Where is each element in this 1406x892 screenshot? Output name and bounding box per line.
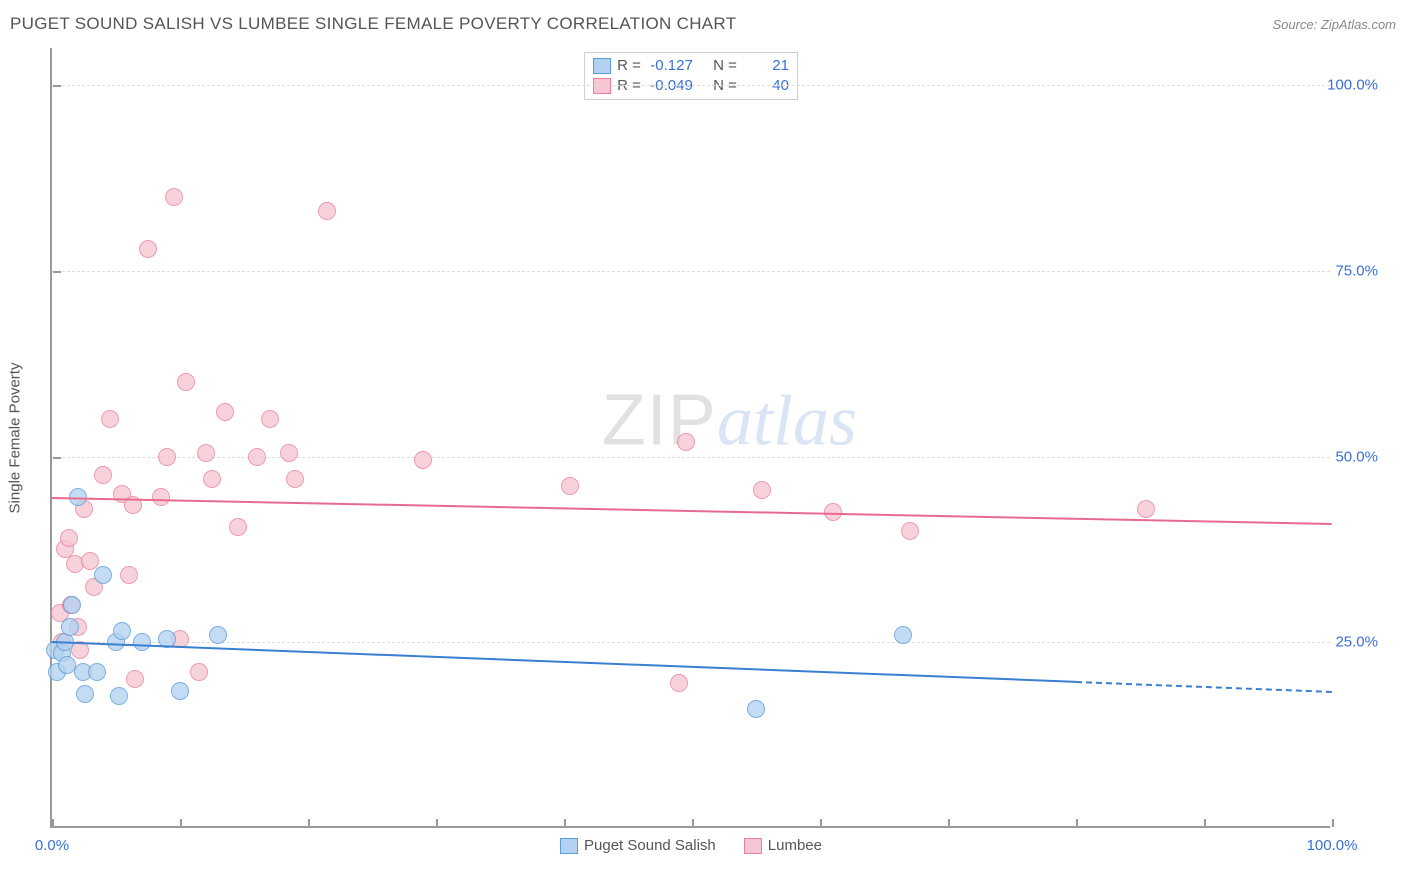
data-point — [261, 410, 279, 428]
x-tick — [948, 819, 950, 827]
correlation-legend: R =-0.127 N =21R =-0.049 N =40 — [584, 52, 798, 100]
x-tick — [692, 819, 694, 827]
plot-container: Single Female Poverty ZIPatlas R =-0.127… — [50, 48, 1380, 828]
legend-item: Puget Sound Salish — [560, 837, 716, 854]
data-point — [110, 687, 128, 705]
y-axis-title: Single Female Poverty — [7, 363, 24, 514]
data-point — [165, 188, 183, 206]
x-tick — [308, 819, 310, 827]
data-point — [126, 670, 144, 688]
legend-row: R = -0.127 N = 21 — [593, 56, 789, 76]
series-legend: Puget Sound Salish Lumbee — [560, 837, 822, 854]
data-point — [61, 618, 79, 636]
data-point — [152, 488, 170, 506]
n-value: 21 — [743, 56, 789, 76]
data-point — [120, 566, 138, 584]
x-tick-label: 100.0% — [1307, 837, 1358, 854]
legend-series-name: Puget Sound Salish — [584, 837, 716, 854]
data-point — [203, 470, 221, 488]
legend-swatch — [560, 838, 578, 854]
x-tick-label: 0.0% — [35, 837, 69, 854]
data-point — [88, 663, 106, 681]
data-point — [318, 202, 336, 220]
source-attribution: Source: ZipAtlas.com — [1272, 17, 1396, 32]
x-tick — [52, 819, 54, 827]
x-tick — [1204, 819, 1206, 827]
data-point — [286, 470, 304, 488]
legend-series-name: Lumbee — [768, 837, 822, 854]
legend-item: Lumbee — [744, 837, 822, 854]
data-point — [677, 433, 695, 451]
x-tick — [1076, 819, 1078, 827]
data-point — [901, 522, 919, 540]
y-tick-label: 75.0% — [1335, 262, 1378, 279]
data-point — [209, 626, 227, 644]
data-point — [190, 663, 208, 681]
n-label: N = — [713, 56, 737, 76]
r-value: -0.127 — [647, 56, 693, 76]
data-point — [248, 448, 266, 466]
data-point — [60, 529, 78, 547]
data-point — [894, 626, 912, 644]
watermark: ZIPatlas — [602, 380, 857, 463]
data-point — [94, 466, 112, 484]
plot-area: ZIPatlas R =-0.127 N =21R =-0.049 N =40 … — [50, 48, 1330, 828]
y-tick-label: 50.0% — [1335, 448, 1378, 465]
legend-swatch — [744, 838, 762, 854]
x-tick — [180, 819, 182, 827]
data-point — [414, 451, 432, 469]
trend-line-extrapolated — [1076, 681, 1332, 693]
gridline — [52, 457, 1330, 458]
gridline — [52, 642, 1330, 643]
data-point — [280, 444, 298, 462]
data-point — [63, 596, 81, 614]
y-tick-label: 25.0% — [1335, 634, 1378, 651]
data-point — [158, 448, 176, 466]
data-point — [216, 403, 234, 421]
legend-swatch — [593, 58, 611, 74]
data-point — [1137, 500, 1155, 518]
watermark-atlas: atlas — [717, 381, 857, 461]
chart-title: PUGET SOUND SALISH VS LUMBEE SINGLE FEMA… — [10, 14, 736, 34]
data-point — [561, 477, 579, 495]
y-tick-label: 100.0% — [1327, 77, 1378, 94]
data-point — [171, 682, 189, 700]
r-label: R = — [617, 56, 641, 76]
x-tick — [1332, 819, 1334, 827]
x-tick — [436, 819, 438, 827]
data-point — [94, 566, 112, 584]
data-point — [753, 481, 771, 499]
data-point — [670, 674, 688, 692]
data-point — [101, 410, 119, 428]
x-tick — [820, 819, 822, 827]
y-tick — [53, 271, 61, 273]
y-tick — [53, 85, 61, 87]
data-point — [76, 685, 94, 703]
gridline — [52, 271, 1330, 272]
data-point — [139, 240, 157, 258]
data-point — [133, 633, 151, 651]
data-point — [197, 444, 215, 462]
data-point — [177, 373, 195, 391]
gridline — [52, 85, 1330, 86]
data-point — [747, 700, 765, 718]
data-point — [113, 622, 131, 640]
data-point — [229, 518, 247, 536]
y-tick — [53, 457, 61, 459]
data-point — [81, 552, 99, 570]
x-tick — [564, 819, 566, 827]
watermark-zip: ZIP — [602, 381, 717, 461]
